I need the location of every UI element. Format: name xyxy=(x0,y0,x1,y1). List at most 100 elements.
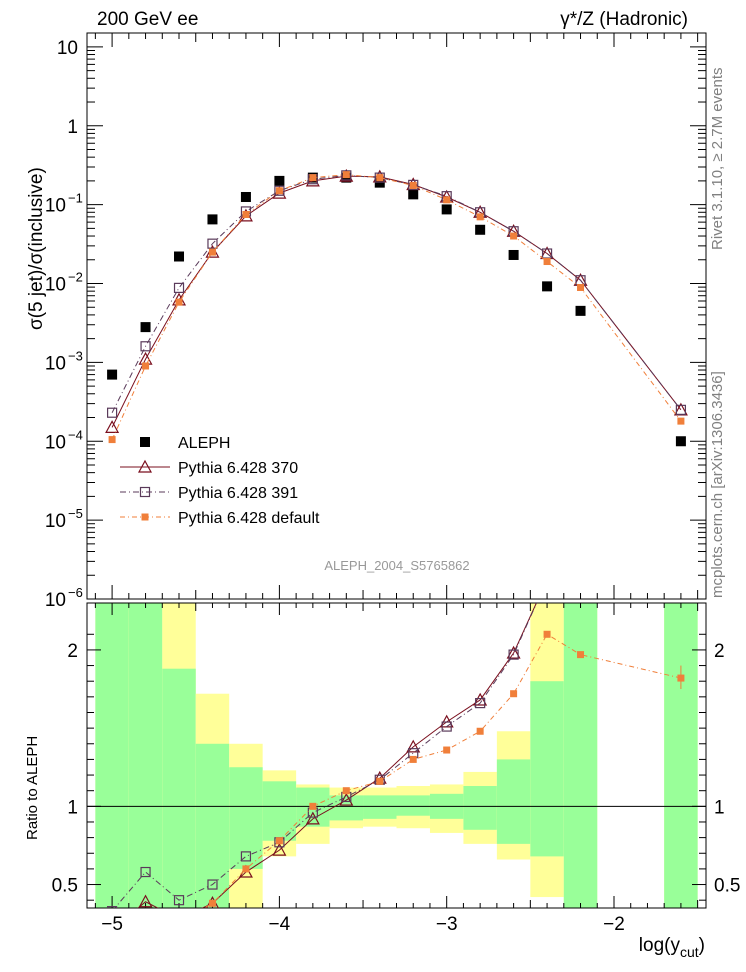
main-y-tick-label: 10 xyxy=(45,590,66,611)
ratio-band-green-8 xyxy=(363,795,397,819)
main-point-0-13 xyxy=(542,281,553,292)
main-point-0-10 xyxy=(441,204,452,215)
ratio-series-layer xyxy=(106,569,687,926)
ratio-point-1-15 xyxy=(676,570,685,579)
ratio-point-2-5 xyxy=(275,837,283,845)
main-point-3-13 xyxy=(543,258,551,266)
ratio-band-green-11 xyxy=(463,786,497,830)
ratio-point-0-2 xyxy=(173,913,185,924)
main-line-2 xyxy=(111,174,682,413)
ratio-band-green-5 xyxy=(262,781,297,841)
ratio-point-2-13 xyxy=(543,630,551,638)
x-tick-label: −4 xyxy=(269,914,291,935)
ratio-point-2-1 xyxy=(142,909,149,916)
main-point-0-11 xyxy=(475,224,486,235)
main-point-2-0 xyxy=(106,407,118,418)
ratio-point-2-2 xyxy=(176,919,183,926)
main-point-3-8 xyxy=(376,174,384,182)
legend: ALEPH Pythia 6.428 370 Pythia 6.428 391 Pyt… xyxy=(120,435,320,527)
main-y-tick-label-exponent: −2 xyxy=(68,270,83,285)
ratio-point-0-15 xyxy=(675,574,687,585)
ratio-point-2-12 xyxy=(510,690,518,698)
ratio-y-tick-label-right: 2 xyxy=(714,641,725,662)
ratio-point-1-0 xyxy=(106,906,118,908)
main-y-tick-label: 1 xyxy=(67,117,78,138)
ratio-band-green-4 xyxy=(229,767,263,869)
main-point-0-0 xyxy=(107,369,118,380)
ratio-point-0-9 xyxy=(406,739,421,753)
ratio-y-tick-label: 0.5 xyxy=(52,876,78,897)
main-y-tick-label: 10 xyxy=(45,275,66,296)
main-point-0-9 xyxy=(408,189,419,200)
main-point-0-3 xyxy=(207,214,218,225)
main-line-1 xyxy=(111,175,682,428)
ratio-point-0-11 xyxy=(473,692,488,706)
main-line-3 xyxy=(111,174,682,440)
main-y-tick-label-exponent: −1 xyxy=(68,191,83,206)
main-point-2-5 xyxy=(274,185,285,196)
legend-marker-1 xyxy=(137,459,153,473)
main-point-2-1 xyxy=(140,341,151,352)
ratio-point-0-5 xyxy=(272,842,287,856)
legend-marker-0 xyxy=(140,437,150,447)
main-point-3-3 xyxy=(208,248,216,256)
ratio-point-2-14 xyxy=(577,651,585,659)
rivet-side-label: Rivet 3.1.10, ≥ 2.7M events xyxy=(709,68,726,251)
ratio-point-1-13 xyxy=(543,575,552,584)
ratio-point-1-3 xyxy=(207,879,218,890)
ratio-point-1-12 xyxy=(508,649,519,660)
legend-label-3: Pythia 6.428 default xyxy=(178,510,320,527)
ratio-y-tick-label: 2 xyxy=(67,641,78,662)
main-point-2-8 xyxy=(374,172,385,183)
ratio-point-0-6 xyxy=(305,811,320,825)
main-point-3-2 xyxy=(175,298,183,306)
main-point-3-6 xyxy=(309,174,317,182)
main-point-2-7 xyxy=(341,170,352,181)
ratio-point-2-10 xyxy=(443,746,451,754)
x-tick-label: −2 xyxy=(603,914,625,935)
analysis-label: ALEPH_2004_S5765862 xyxy=(324,558,469,573)
ratio-point-2-7 xyxy=(342,787,350,795)
x-tick-label: −5 xyxy=(101,914,123,935)
ratio-point-0-14 xyxy=(575,569,587,580)
legend-label-2: Pythia 6.428 391 xyxy=(178,485,298,502)
main-y-tick-label: 10 xyxy=(45,511,66,532)
source-side-label: mcplots.cern.ch [arXiv:1306.3436] xyxy=(709,371,726,598)
ratio-y-tick-label: 1 xyxy=(67,797,78,818)
ratio-point-1-14 xyxy=(576,575,585,584)
ratio-line-2 xyxy=(203,633,682,908)
ratio-uncertainty-bands xyxy=(95,603,698,908)
legend-label-0: ALEPH xyxy=(178,435,230,452)
ratio-point-0-13 xyxy=(541,574,553,585)
main-point-0-4 xyxy=(240,191,251,202)
main-point-3-4 xyxy=(242,210,250,218)
main-y-axis-label: σ(5 jet)/σ(inclusive) xyxy=(26,167,47,330)
ratio-point-2-11 xyxy=(476,727,484,735)
legend-label-1: Pythia 6.428 370 xyxy=(178,460,298,477)
ratio-point-1-11 xyxy=(475,698,486,709)
main-point-2-9 xyxy=(408,179,419,190)
ratio-band-green-13 xyxy=(530,681,564,857)
ratio-point-0-1 xyxy=(138,894,153,908)
ratio-y-tick-label-right: 0.5 xyxy=(714,876,740,897)
legend-marker-2 xyxy=(139,486,151,498)
main-point-0-5 xyxy=(274,175,285,186)
header-right-title: γ*/Z (Hadronic) xyxy=(560,9,688,30)
main-point-2-3 xyxy=(207,238,218,249)
ratio-point-2-3 xyxy=(208,899,216,907)
ratio-band-green-0 xyxy=(95,603,129,908)
main-point-3-14 xyxy=(577,283,585,291)
main-point-0-12 xyxy=(508,249,519,260)
ratio-point-1-4 xyxy=(240,851,252,862)
main-point-1-0 xyxy=(105,420,120,433)
ratio-line-1 xyxy=(114,603,538,908)
ratio-point-2-6 xyxy=(309,802,317,810)
ratio-band-green-14 xyxy=(563,603,598,908)
ratio-band-green-3 xyxy=(195,743,230,908)
ratio-point-1-1 xyxy=(140,866,151,878)
ratio-band-green-16 xyxy=(664,603,698,908)
main-y-tick-label-exponent: −3 xyxy=(68,348,83,363)
main-point-3-12 xyxy=(510,232,518,240)
